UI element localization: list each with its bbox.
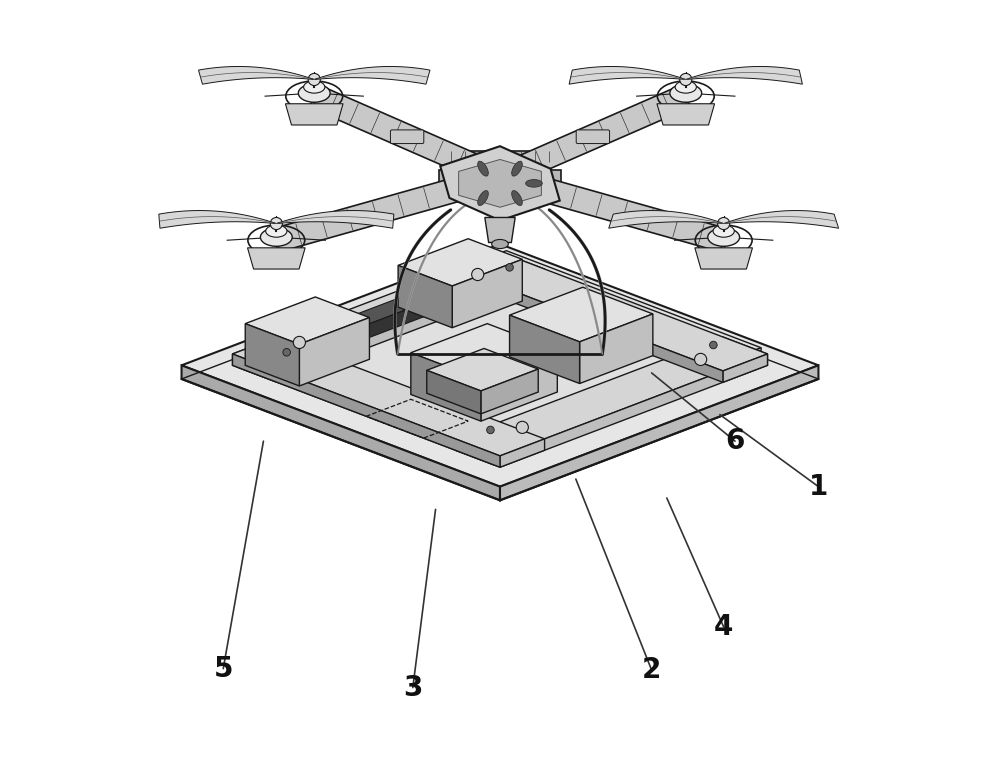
Polygon shape (459, 160, 541, 207)
Polygon shape (500, 365, 818, 500)
Text: 1: 1 (809, 473, 828, 501)
Polygon shape (248, 248, 305, 269)
Polygon shape (232, 337, 545, 456)
Polygon shape (411, 353, 481, 421)
Polygon shape (500, 439, 545, 467)
Polygon shape (455, 252, 768, 371)
Circle shape (695, 353, 707, 365)
Polygon shape (510, 315, 580, 384)
FancyBboxPatch shape (576, 130, 610, 144)
Text: 2: 2 (642, 656, 661, 684)
Circle shape (516, 422, 528, 434)
Polygon shape (398, 266, 452, 328)
Polygon shape (724, 211, 839, 228)
Polygon shape (159, 211, 276, 228)
Ellipse shape (298, 84, 330, 102)
Ellipse shape (670, 84, 702, 102)
Circle shape (270, 218, 282, 230)
Polygon shape (232, 354, 500, 467)
Polygon shape (440, 146, 560, 221)
Circle shape (293, 336, 305, 349)
Ellipse shape (478, 190, 488, 205)
Polygon shape (314, 66, 430, 84)
Polygon shape (686, 66, 802, 84)
Polygon shape (497, 166, 727, 252)
Polygon shape (245, 297, 369, 344)
Polygon shape (427, 371, 481, 414)
Polygon shape (285, 103, 343, 125)
Polygon shape (411, 323, 557, 380)
Polygon shape (455, 269, 723, 382)
Polygon shape (439, 170, 561, 182)
Ellipse shape (267, 234, 286, 246)
Polygon shape (657, 103, 715, 125)
Polygon shape (495, 85, 691, 189)
Polygon shape (481, 369, 538, 414)
Ellipse shape (478, 161, 488, 176)
Polygon shape (500, 354, 768, 467)
Polygon shape (276, 211, 394, 228)
Polygon shape (309, 279, 487, 361)
Ellipse shape (304, 81, 325, 93)
Circle shape (710, 341, 717, 349)
Polygon shape (232, 252, 545, 371)
Polygon shape (277, 269, 545, 382)
Polygon shape (299, 317, 369, 386)
Ellipse shape (266, 225, 287, 237)
Polygon shape (723, 354, 768, 382)
Circle shape (718, 218, 730, 230)
Polygon shape (232, 354, 277, 382)
Polygon shape (182, 244, 818, 486)
Circle shape (308, 73, 320, 85)
Ellipse shape (526, 180, 542, 187)
Text: 5: 5 (213, 654, 233, 683)
Polygon shape (245, 323, 299, 386)
Polygon shape (198, 66, 314, 84)
Polygon shape (510, 287, 653, 342)
Text: 4: 4 (714, 613, 733, 641)
Polygon shape (309, 85, 505, 189)
Polygon shape (273, 166, 503, 252)
Circle shape (680, 73, 692, 85)
Ellipse shape (714, 234, 733, 246)
Ellipse shape (305, 91, 324, 102)
Circle shape (506, 263, 513, 271)
Polygon shape (569, 66, 686, 84)
Ellipse shape (492, 240, 508, 249)
Polygon shape (427, 349, 538, 391)
Text: 3: 3 (403, 673, 422, 702)
Polygon shape (290, 272, 487, 347)
Polygon shape (580, 314, 653, 384)
Circle shape (472, 269, 484, 281)
Ellipse shape (675, 81, 696, 93)
Polygon shape (455, 337, 768, 456)
Text: 6: 6 (725, 427, 745, 455)
Polygon shape (609, 211, 724, 228)
Ellipse shape (260, 228, 292, 247)
Polygon shape (494, 348, 761, 465)
Polygon shape (239, 352, 494, 465)
Circle shape (283, 349, 290, 356)
Ellipse shape (708, 228, 740, 247)
Polygon shape (398, 239, 522, 286)
Polygon shape (481, 350, 557, 421)
Polygon shape (695, 248, 752, 269)
Ellipse shape (676, 91, 695, 102)
Polygon shape (485, 218, 515, 243)
Polygon shape (239, 250, 761, 450)
Ellipse shape (713, 225, 734, 237)
Circle shape (487, 426, 494, 434)
Ellipse shape (512, 190, 522, 205)
Ellipse shape (512, 161, 522, 176)
Polygon shape (455, 439, 500, 467)
Polygon shape (452, 260, 522, 328)
Polygon shape (439, 151, 561, 163)
FancyBboxPatch shape (390, 130, 424, 144)
Polygon shape (182, 365, 500, 500)
